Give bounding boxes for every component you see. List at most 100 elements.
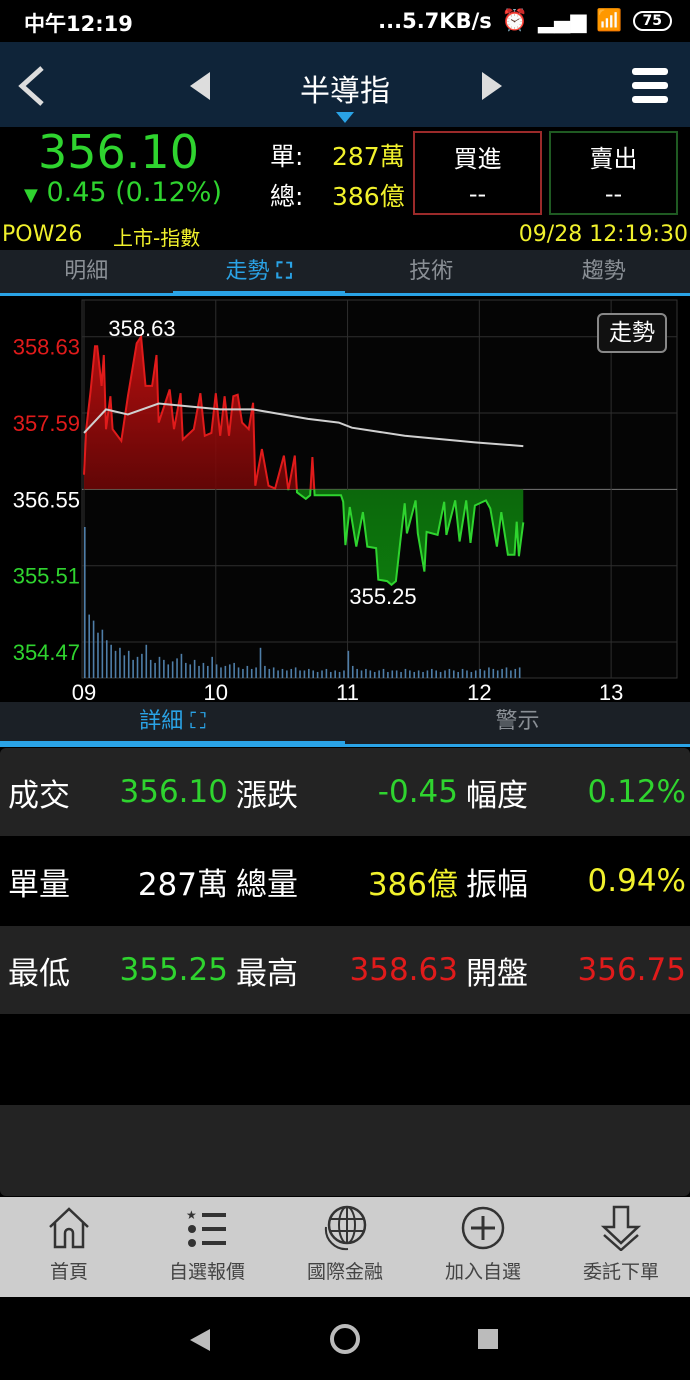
y-tick-label: 354.47 [13, 640, 80, 665]
intraday-chart[interactable]: 358.63 357.59 356.55 355.51 354.47 09 10 11 12 13… [0, 296, 690, 702]
alarm-icon: ⏰ [501, 8, 528, 32]
tab-tendency[interactable]: 趨勢 [581, 259, 626, 284]
recents-icon[interactable] [476, 1327, 500, 1351]
globe-icon [324, 1205, 367, 1251]
volume-bar [123, 655, 126, 678]
last-price: 356.10 [38, 125, 199, 179]
price-change: 0.45 (0.12%) [46, 177, 222, 208]
volume-bar [360, 670, 363, 678]
volume-bar [237, 667, 240, 678]
volume-bar [185, 662, 187, 678]
volume-bar [268, 668, 271, 678]
tab-trend[interactable]: 走勢 ⛶ [172, 250, 346, 296]
detail-row: 成交 356.10 漲跌 -0.45 幅度 0.12% [0, 748, 690, 836]
nav-home[interactable]: 首頁 [0, 1197, 138, 1297]
y-tick-label: 357.59 [13, 411, 80, 436]
nav-international[interactable]: 國際金融 [276, 1197, 414, 1297]
volume-bar [400, 671, 402, 678]
triangle-right-icon[interactable] [480, 70, 504, 102]
tab-details[interactable]: 詳細 ⛶ [0, 702, 345, 746]
volume-bar [259, 647, 262, 678]
volume-bar [198, 665, 200, 678]
volume-bar [92, 620, 95, 678]
nav-home-label: 首頁 [49, 1261, 88, 1283]
sell-label: 賣出 [589, 145, 638, 173]
tab-divider [0, 744, 690, 747]
nav-add-watchlist-label: 加入自選 [444, 1261, 521, 1283]
x-tick-label: 11 [336, 680, 359, 702]
home-circle-icon[interactable] [328, 1322, 362, 1356]
single-volume-value: 287萬 [332, 142, 405, 171]
detail-label: 漲跌 [236, 777, 298, 814]
volume-bar [505, 667, 508, 678]
home-icon [49, 1207, 89, 1249]
volume-bar [145, 644, 148, 678]
volume-bar [180, 653, 183, 678]
x-tick-label: 12 [467, 680, 491, 702]
tab-alerts[interactable]: 警示 [495, 709, 540, 734]
sell-button[interactable]: 賣出 -- [549, 131, 678, 215]
nav-international-label: 國際金融 [306, 1261, 383, 1283]
volume-bar [277, 670, 279, 678]
volume-bar [474, 670, 477, 678]
buy-label: 買進 [453, 145, 502, 173]
tab-detail[interactable]: 明細 [64, 259, 109, 284]
volume-bar [84, 527, 86, 678]
nav-add-watchlist[interactable]: 加入自選 [414, 1197, 552, 1297]
sell-value: -- [604, 180, 623, 208]
volume-bar [312, 670, 315, 678]
download-arrow-icon [600, 1205, 642, 1251]
status-bar: 中午12:19 ...5.7KB/s ⏰ ▂▄▆ 📶 75 [0, 0, 690, 42]
expand-icon[interactable]: ⛶ [276, 259, 292, 284]
volume-bar [518, 667, 521, 678]
detail-label: 成交 [8, 777, 70, 814]
volume-bar [154, 662, 156, 678]
volume-bar [321, 670, 323, 678]
volume-bar [286, 670, 288, 678]
nav-order[interactable]: 委託下單 [552, 1197, 690, 1297]
volume-bar [369, 670, 372, 678]
tab-technical[interactable]: 技術 [409, 259, 454, 284]
empty-row [0, 1105, 690, 1196]
signal-icon: ▂▄▆ [537, 8, 587, 33]
nav-watchlist[interactable]: ★ 自選報價 [138, 1197, 276, 1297]
detail-value: 356.10 [119, 774, 228, 810]
detail-label: 單量 [8, 866, 70, 903]
chevron-left-icon[interactable] [16, 64, 46, 108]
buy-button[interactable]: 買進 -- [413, 131, 542, 215]
info-row: POW26 上市-指數 09/28 12:19:30 [0, 222, 690, 250]
volume-bar [431, 668, 433, 678]
volume-bar [334, 670, 336, 678]
battery-icon: 75 [632, 10, 672, 31]
wifi-icon: 📶 [596, 8, 623, 32]
back-icon[interactable] [188, 1327, 212, 1353]
tab-details-label: 詳細 [139, 709, 184, 734]
volume-bar [163, 659, 165, 678]
expand-icon[interactable]: ⛶ [190, 709, 206, 734]
total-volume-label: 總: [270, 182, 304, 211]
volume-bar [246, 665, 249, 678]
detail-label: 最高 [236, 955, 298, 992]
down-arrow-icon: ▼ [24, 185, 38, 206]
volume-bar [510, 670, 512, 678]
volume-bar [105, 640, 108, 678]
triangle-left-icon[interactable] [188, 70, 212, 102]
price-line-down [274, 489, 525, 587]
status-time: 中午12:19 [24, 12, 133, 36]
detail-tabs: 詳細 ⛶ 警示 [0, 702, 690, 746]
detail-value: 0.94% [587, 863, 686, 899]
volume-bar [171, 661, 174, 678]
page-title[interactable]: 半導指 [300, 74, 390, 109]
volume-bar [356, 668, 358, 678]
volume-bar [101, 629, 104, 678]
dropdown-triangle-icon[interactable] [336, 112, 354, 124]
market-type: 上市-指數 [113, 226, 201, 250]
hamburger-menu-icon[interactable] [630, 66, 670, 106]
single-volume-label: 單: [270, 142, 304, 171]
volume-bar [110, 644, 112, 678]
stock-code: POW26 [2, 222, 83, 247]
volume-bar [404, 668, 407, 678]
volume-bar [250, 668, 253, 678]
volume-bar [193, 659, 196, 678]
chart-mode-button[interactable]: 走勢 [597, 313, 667, 353]
